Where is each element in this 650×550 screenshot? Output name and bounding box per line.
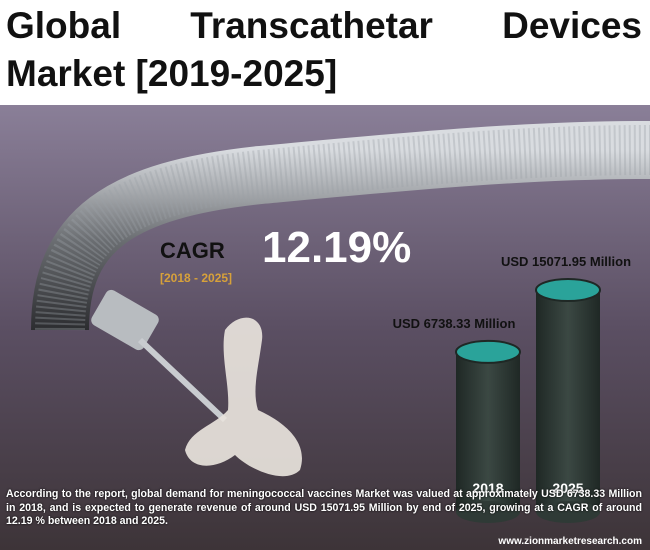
catheter-tip — [91, 289, 159, 351]
website: www.zionmarketresearch.com — [498, 536, 642, 547]
value-label: USD 15071.95 Million — [501, 254, 631, 269]
title: Global Transcathetar Devices Market [201… — [6, 5, 642, 94]
catheter-coil — [35, 125, 650, 331]
cagr-label: CAGR — [160, 238, 225, 263]
cylinder-top — [455, 339, 521, 364]
description: According to the report, global demand f… — [6, 488, 642, 527]
cylinder-base — [536, 501, 600, 523]
cagr-period: [2018 - 2025] — [160, 271, 232, 285]
catheter — [31, 121, 650, 331]
cylinder-top — [535, 278, 601, 302]
cylinder-base — [456, 501, 520, 523]
valve — [185, 317, 302, 477]
value-label: USD 6738.33 Million — [393, 316, 516, 331]
cagr-value: 12.19% — [262, 223, 411, 272]
wire — [137, 337, 228, 423]
cylinder-body — [456, 351, 520, 512]
cylinder-body — [536, 290, 600, 512]
category-label: 2018 — [472, 480, 503, 496]
category-label: 2025 — [552, 480, 583, 496]
chart: CAGR 12.19% [2018 - 2025] USD 6738.33 Mi… — [0, 105, 650, 550]
